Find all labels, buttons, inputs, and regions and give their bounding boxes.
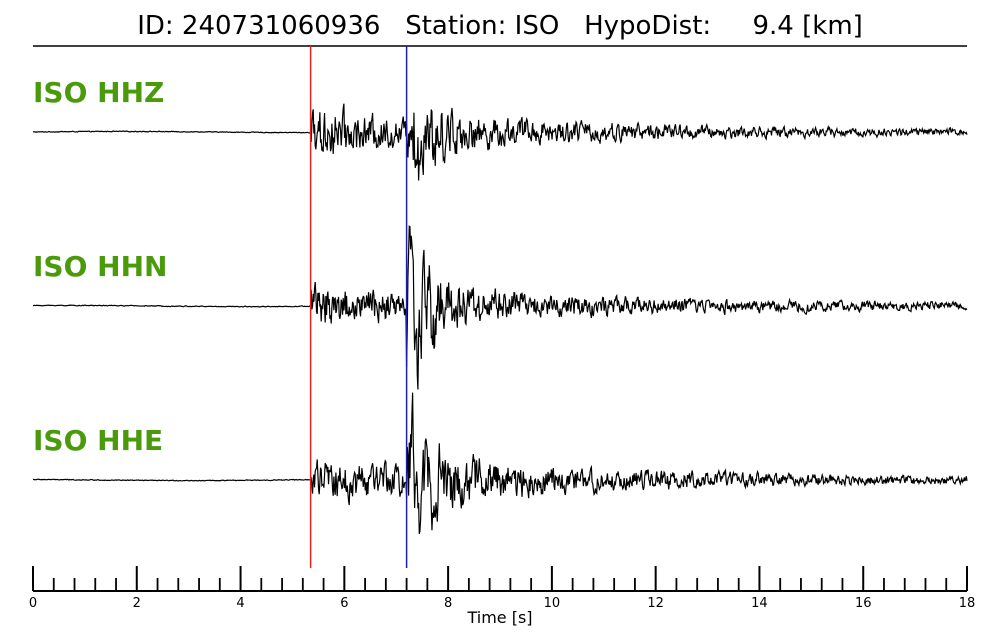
channel-label-iso-hhn: ISO HHN: [33, 250, 167, 283]
trace-iso-hhe: [32, 392, 968, 534]
x-tick-label: 2: [133, 596, 141, 611]
channel-labels-group: ISO HHZ ISO HHN ISO HHE: [33, 76, 167, 457]
x-tick-label: 14: [751, 596, 768, 611]
channel-label-iso-hhz: ISO HHZ: [33, 76, 164, 109]
channel-label-iso-hhe: ISO HHE: [33, 424, 163, 457]
picks-group: [309, 46, 408, 568]
x-tick-label: 4: [236, 596, 244, 611]
chart-title: ID: 240731060936 Station: ISO HypoDist: …: [137, 11, 863, 41]
x-tick-label: 16: [855, 596, 872, 611]
x-tick-label: 0: [29, 596, 37, 611]
time-axis: 0 2 4 6 8 10 12 14 16 18: [29, 566, 975, 611]
x-tick-label: 18: [959, 596, 976, 611]
trace-iso-hhn: [32, 225, 968, 390]
x-tick-label: 10: [544, 596, 561, 611]
x-axis-title: Time [s]: [466, 608, 532, 627]
x-tick-label: 8: [444, 596, 452, 611]
x-tick-label: 6: [340, 596, 348, 611]
x-tick-label: 12: [647, 596, 664, 611]
traces-group: [32, 103, 968, 534]
trace-iso-hhz: [32, 103, 968, 181]
